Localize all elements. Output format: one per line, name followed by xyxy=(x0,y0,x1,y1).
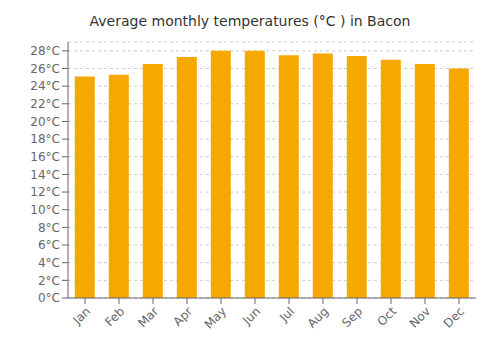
svg-text:Nov: Nov xyxy=(407,304,433,330)
svg-text:Jun: Jun xyxy=(239,304,263,328)
svg-text:Feb: Feb xyxy=(102,304,127,329)
svg-text:12°C: 12°C xyxy=(30,185,60,199)
svg-text:22°C: 22°C xyxy=(30,97,60,111)
svg-text:4°C: 4°C xyxy=(38,256,60,270)
svg-text:28°C: 28°C xyxy=(30,44,60,58)
svg-text:14°C: 14°C xyxy=(30,168,60,182)
svg-text:Mar: Mar xyxy=(135,304,161,330)
svg-text:Oct: Oct xyxy=(375,304,400,329)
svg-text:6°C: 6°C xyxy=(38,238,60,252)
svg-text:2°C: 2°C xyxy=(38,274,60,288)
svg-text:20°C: 20°C xyxy=(30,115,60,129)
svg-text:Sep: Sep xyxy=(339,304,365,330)
svg-text:18°C: 18°C xyxy=(30,132,60,146)
svg-text:Apr: Apr xyxy=(171,304,196,329)
svg-text:May: May xyxy=(202,304,229,331)
svg-text:26°C: 26°C xyxy=(30,62,60,76)
svg-text:Dec: Dec xyxy=(441,304,467,330)
svg-text:Jan: Jan xyxy=(69,304,93,328)
html-text:Average monthly temperatures (: Average monthly temperatures (°C ) in Ba… xyxy=(89,13,411,29)
svg-text:0°C: 0°C xyxy=(38,291,60,305)
svg-text:10°C: 10°C xyxy=(30,203,60,217)
svg-text:16°C: 16°C xyxy=(30,150,60,164)
svg-text:8°C: 8°C xyxy=(38,221,60,235)
svg-text:Jul: Jul xyxy=(276,304,297,325)
svg-text:Aug: Aug xyxy=(305,304,331,330)
svg-text:24°C: 24°C xyxy=(30,79,60,93)
